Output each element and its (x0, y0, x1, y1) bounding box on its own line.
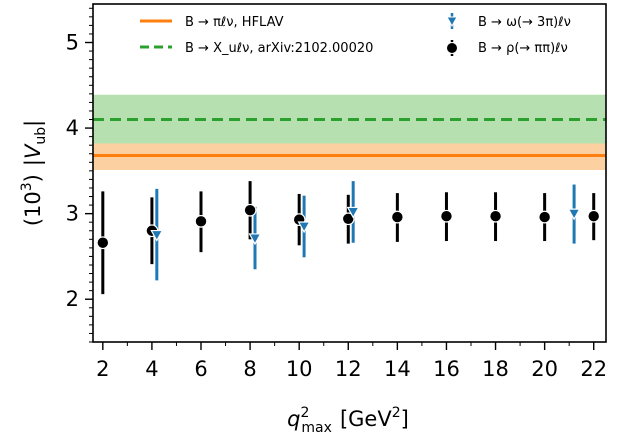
marker-layer (96, 203, 601, 250)
x-tick-label-8: 8 (243, 357, 256, 381)
legend-label-rho: B → ρ(→ ππ)ℓν (478, 41, 568, 56)
y-tick-label-3: 3 (66, 202, 79, 226)
x-tick-label-22: 22 (580, 357, 607, 381)
legend-label-inclusive: B → X_uℓν, arXiv:2102.00020 (185, 41, 373, 56)
legend-rho-marker (446, 42, 458, 54)
legend-label-hflav: B → πℓν, HFLAV (185, 15, 284, 30)
series-0-point-7 (440, 209, 453, 223)
y-tick-label-4: 4 (66, 116, 79, 140)
y-tick-label-2: 2 (66, 287, 79, 311)
x-tick-label-2: 2 (96, 357, 109, 381)
legend-swatch-omega (446, 13, 458, 29)
series-0-point-9 (538, 210, 552, 224)
series-0-point-3 (243, 203, 257, 217)
series-1-point-4 (567, 208, 581, 221)
x-tick-label-10: 10 (286, 357, 313, 381)
x-tick-label-20: 20 (531, 357, 558, 381)
bands-layer (93, 94, 606, 171)
x-axis: 2 4 6 8 10 12 14 16 18 20 22 (96, 342, 607, 381)
x-tick-label-6: 6 (194, 357, 207, 381)
x-axis-label: q2 max [GeV2] (287, 405, 409, 436)
x-tick-label-18: 18 (482, 357, 509, 381)
x-tick-label-14: 14 (384, 357, 411, 381)
series-0-point-5 (341, 212, 355, 226)
series-1-point-1 (248, 233, 262, 246)
legend-label-omega: B → ω(→ 3π)ℓν (478, 15, 571, 30)
y-tick-label-5: 5 (66, 31, 79, 55)
series-0-point-0 (96, 236, 110, 250)
errorbar-layer (101, 181, 596, 295)
series-0-point-6 (390, 210, 404, 224)
y-axis: 2 3 4 5 (66, 7, 93, 343)
x-tick-label-16: 16 (433, 357, 460, 381)
series-0-point-8 (489, 209, 502, 223)
legend-omega-marker (446, 16, 458, 28)
legend: B → πℓν, HFLAV B → X_uℓν, arXiv:2102.000… (140, 13, 571, 56)
plot-frame (92, 3, 607, 343)
series-1-point-2 (297, 221, 311, 234)
y-axis-label: (103)|Vub| (19, 120, 49, 226)
series-0-point-2 (194, 214, 208, 228)
legend-swatch-rho (446, 40, 458, 56)
x-tick-label-12: 12 (335, 357, 362, 381)
x-tick-label-4: 4 (145, 357, 158, 381)
series-1-point-0 (150, 229, 164, 242)
series-1-point-3 (346, 206, 360, 219)
series-0-point-10 (587, 209, 601, 223)
